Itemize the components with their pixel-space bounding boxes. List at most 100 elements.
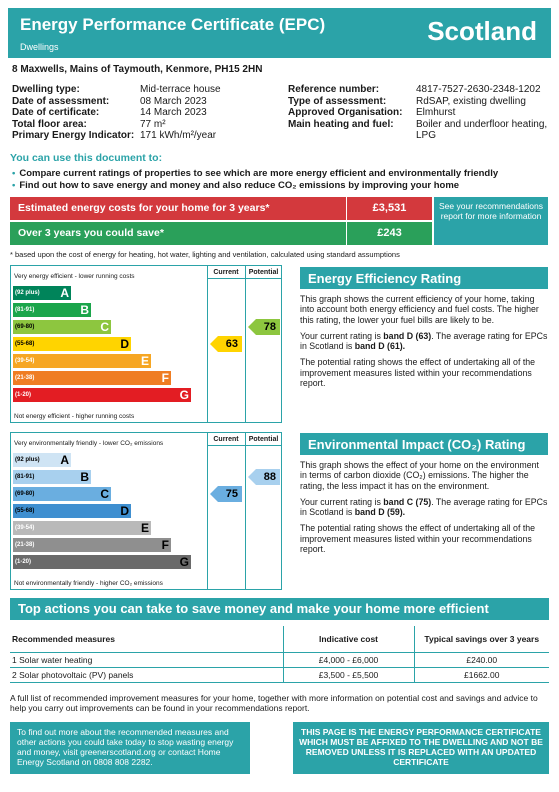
bullet-item: • Compare current ratings of properties t…	[12, 168, 498, 179]
detail-label: Primary Energy Indicator:	[12, 130, 135, 141]
column-header: Recommended measures	[10, 626, 283, 653]
detail-row: Primary Energy Indicator: 171 kWh/m²/year	[12, 130, 282, 142]
rating-band-e: (39-54) E	[13, 521, 151, 535]
potential-rating-marker: 78	[248, 319, 280, 335]
band-range: (1-20)	[15, 392, 32, 398]
band-letter: F	[161, 371, 169, 385]
header-banner: Energy Performance Certificate (EPC) Dwe…	[8, 8, 551, 58]
chart-bottom-label: Not energy efficient - higher running co…	[14, 413, 135, 420]
estimated-costs-label: Estimated energy costs for your home for…	[10, 197, 346, 220]
energy-efficiency-chart: Very energy efficient - lower running co…	[10, 265, 282, 423]
top-actions-heading: Top actions you can take to save money a…	[10, 598, 549, 620]
current-rating-marker: 63	[210, 336, 242, 352]
detail-row: Reference number: 4817-7527-2630-2348-120…	[288, 84, 552, 96]
potential-column-head: Potential	[248, 269, 279, 276]
column-divider	[245, 266, 246, 422]
band-range: (39-54)	[15, 358, 35, 364]
potential-column-head: Potential	[248, 436, 279, 443]
detail-value: 08 March 2023	[140, 95, 207, 107]
detail-label: Total floor area:	[12, 118, 87, 130]
table-row: 2 Solar photovoltaic (PV) panels £3,500 …	[10, 667, 549, 683]
band-letter: A	[60, 286, 69, 300]
column-divider	[245, 433, 246, 589]
recommendations-table: Recommended measures Indicative cost Typ…	[10, 626, 549, 683]
band-range: (1-20)	[15, 559, 32, 565]
detail-row: Total floor area: 77 m²	[12, 119, 282, 131]
band-letter: B	[80, 470, 89, 484]
cost-footnote: * based upon the cost of energy for heat…	[10, 250, 400, 259]
band-range: (39-54)	[15, 525, 35, 531]
band-letter: C	[100, 320, 109, 334]
detail-value: Boiler and underfloor heating, LPG	[416, 118, 548, 142]
estimated-costs-value: £3,531	[347, 197, 432, 220]
column-header: Typical savings over 3 years	[413, 626, 549, 653]
bullet-text: Find out how to save energy and money an…	[19, 180, 460, 191]
chart-top-label: Very environmentally friendly - lower CO…	[14, 440, 164, 447]
head-divider	[207, 445, 282, 446]
environment-p3: The potential rating shows the effect of…	[300, 523, 536, 555]
efficiency-p2: Your current rating is band D (63). The …	[300, 330, 548, 352]
current-column-head: Current	[213, 436, 239, 443]
bullet-item: • Find out how to save energy and money a…	[12, 180, 459, 191]
detail-row: Approved Organisation: Elmhurst	[288, 107, 552, 119]
efficiency-description: This graph shows the current efficiency …	[300, 294, 548, 388]
measure-cell: 2 Solar photovoltaic (PV) panels	[10, 667, 283, 683]
efficiency-heading: Energy Efficiency Rating	[300, 267, 548, 289]
certificate-notice-box: THIS PAGE IS THE ENERGY PERFORMANCE CERT…	[293, 722, 549, 774]
cost-cell: £4,000 - £6,000	[282, 652, 414, 668]
page-subtitle: Dwellings	[20, 42, 59, 52]
environment-p1: This graph shows the effect of your home…	[300, 460, 539, 491]
property-address: 8 Maxwells, Mains of Taymouth, Kenmore, …	[12, 64, 263, 75]
band-range: (81-91)	[15, 474, 35, 480]
details-left: Dwelling type: Mid-terrace house Date of …	[12, 84, 282, 142]
detail-value: 4817-7527-2630-2348-1202	[416, 84, 541, 95]
recommendations-note: See your recommendations report for more…	[434, 197, 548, 245]
rating-band-g: (1-20) G	[13, 555, 191, 569]
environment-heading: Environmental Impact (CO₂) Rating	[300, 433, 548, 455]
band-letter: E	[140, 354, 149, 368]
detail-value: Elmhurst	[416, 107, 456, 118]
efficiency-p1: This graph shows the current efficiency …	[300, 294, 539, 325]
full-list-note: A full list of recommended improvement m…	[10, 693, 538, 713]
band-range: (92 plus)	[15, 290, 40, 296]
detail-label: Date of assessment:	[12, 95, 110, 107]
find-out-more-box: To find out more about the recommended m…	[10, 722, 250, 774]
detail-row: Dwelling type: Mid-terrace house	[12, 84, 282, 96]
rating-band-e: (39-54) E	[13, 354, 151, 368]
chart-top-label: Very energy efficient - lower running co…	[14, 273, 135, 280]
detail-value: 171 kWh/m²/year	[140, 130, 217, 141]
detail-label: Main heating and fuel:	[288, 118, 394, 130]
detail-label: Reference number:	[288, 84, 380, 95]
page-title: Energy Performance Certificate (EPC)	[20, 15, 326, 34]
band-letter: D	[120, 337, 129, 351]
environment-p2: Your current rating is band C (75). The …	[300, 496, 548, 518]
rating-band-a: (92 plus) A	[13, 286, 71, 300]
table-row: 1 Solar water heating £4,000 - £6,000 £2…	[10, 652, 549, 668]
head-divider	[207, 278, 282, 279]
detail-row: Main heating and fuel: Boiler and underfl…	[288, 119, 552, 142]
detail-value: RdSAP, existing dwelling	[416, 95, 526, 107]
rating-band-f: (21-38) F	[13, 371, 171, 385]
band-range: (81-91)	[15, 307, 35, 313]
bullet-text: Compare current ratings of properties to…	[19, 168, 499, 179]
band-range: (21-38)	[15, 542, 35, 548]
details-right: Reference number: 4817-7527-2630-2348-120…	[288, 84, 552, 142]
rating-band-a: (92 plus) A	[13, 453, 71, 467]
band-letter: C	[100, 487, 109, 501]
band-range: (69-80)	[15, 324, 35, 330]
band-letter: G	[179, 555, 189, 569]
rating-band-b: (81-91) B	[13, 470, 91, 484]
band-letter: D	[120, 504, 129, 518]
column-divider	[207, 266, 208, 422]
cost-cell: £3,500 - £5,500	[282, 667, 414, 683]
detail-label: Dwelling type:	[12, 84, 80, 95]
detail-row: Date of assessment: 08 March 2023	[12, 96, 282, 108]
band-range: (92 plus)	[15, 457, 40, 463]
band-range: (69-80)	[15, 491, 35, 497]
potential-rating-marker: 88	[248, 469, 280, 485]
rating-band-c: (69-80) C	[13, 487, 111, 501]
detail-label: Approved Organisation:	[288, 107, 403, 118]
efficiency-p3: The potential rating shows the effect of…	[300, 357, 536, 389]
table-header-row: Recommended measures Indicative cost Typ…	[10, 626, 549, 653]
band-letter: F	[161, 538, 169, 552]
